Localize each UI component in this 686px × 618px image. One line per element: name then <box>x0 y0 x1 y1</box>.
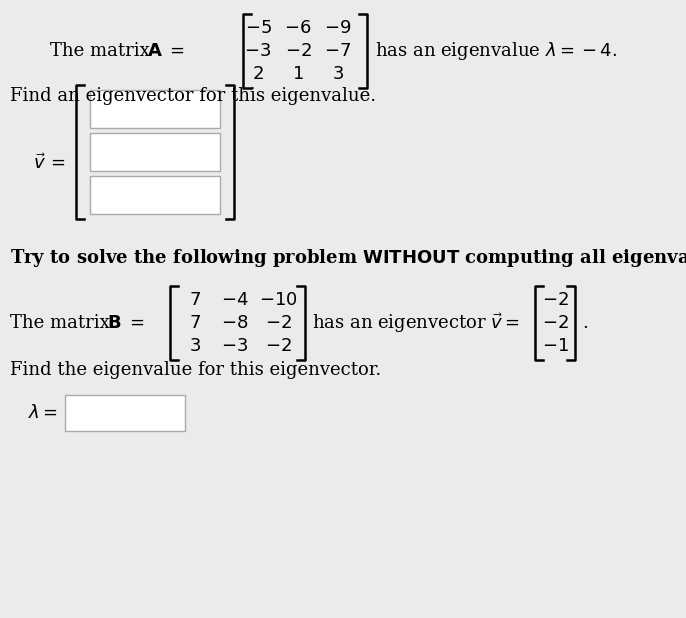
Text: $-2$: $-2$ <box>541 291 569 309</box>
Text: $\vec{v}\, =$: $\vec{v}\, =$ <box>33 153 65 173</box>
Text: $-3$: $-3$ <box>244 42 272 60</box>
Text: Try to solve the following problem $\mathbf{WITHOUT}$ computing all eigenvalues.: Try to solve the following problem $\mat… <box>10 247 686 269</box>
FancyBboxPatch shape <box>90 176 220 214</box>
Text: $-4$: $-4$ <box>221 291 249 309</box>
Text: $=$: $=$ <box>120 314 144 332</box>
Text: $-7$: $-7$ <box>324 42 351 60</box>
Text: $-2$: $-2$ <box>265 337 292 355</box>
Text: $3$: $3$ <box>189 337 201 355</box>
Text: The matrix: The matrix <box>50 42 156 60</box>
Text: $-3$: $-3$ <box>222 337 248 355</box>
Text: has an eigenvalue $\lambda = -4.$: has an eigenvalue $\lambda = -4.$ <box>375 40 617 62</box>
Text: $2$: $2$ <box>252 65 264 83</box>
Text: $3$: $3$ <box>332 65 344 83</box>
Text: has an eigenvector $\vec{v} =$: has an eigenvector $\vec{v} =$ <box>312 311 520 335</box>
Text: $1$: $1$ <box>292 65 304 83</box>
Text: $-2$: $-2$ <box>265 314 292 332</box>
FancyBboxPatch shape <box>65 395 185 431</box>
Text: $-9$: $-9$ <box>324 19 352 37</box>
Text: $7$: $7$ <box>189 291 201 309</box>
Text: Find an eigenvector for this eigenvalue.: Find an eigenvector for this eigenvalue. <box>10 87 376 105</box>
Text: $-2$: $-2$ <box>541 314 569 332</box>
Text: $-8$: $-8$ <box>222 314 248 332</box>
Text: $\lambda =$: $\lambda =$ <box>28 404 58 422</box>
Text: $-2$: $-2$ <box>285 42 311 60</box>
Text: $=$: $=$ <box>160 42 185 60</box>
FancyBboxPatch shape <box>90 133 220 171</box>
FancyBboxPatch shape <box>90 90 220 128</box>
Text: $\mathbf{A}$: $\mathbf{A}$ <box>147 42 163 60</box>
Text: $-6$: $-6$ <box>284 19 311 37</box>
Text: Find the eigenvalue for this eigenvector.: Find the eigenvalue for this eigenvector… <box>10 361 381 379</box>
Text: $-10$: $-10$ <box>259 291 297 309</box>
Text: $-1$: $-1$ <box>541 337 569 355</box>
Text: $-5$: $-5$ <box>244 19 272 37</box>
Text: $7$: $7$ <box>189 314 201 332</box>
Text: $\mathbf{B}$: $\mathbf{B}$ <box>107 314 121 332</box>
Text: The matrix: The matrix <box>10 314 115 332</box>
Text: .: . <box>582 314 588 332</box>
